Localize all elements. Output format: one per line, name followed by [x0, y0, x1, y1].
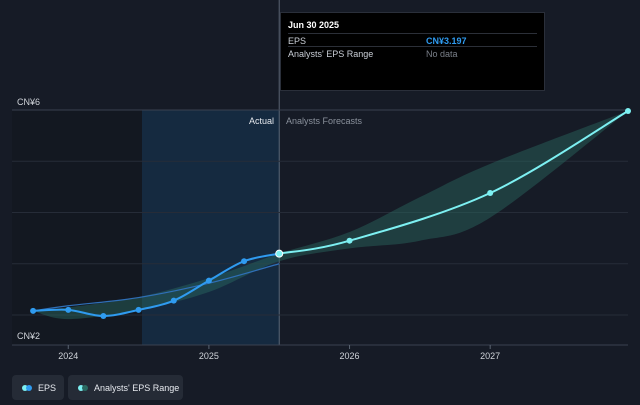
y-tick-label-bottom: CN¥2 [17, 331, 40, 341]
legend-eps-label: EPS [38, 382, 57, 393]
region-label-forecast: Analysts Forecasts [286, 116, 363, 126]
range-legend-icon [78, 384, 88, 391]
x-tick-label: 2024 [58, 351, 78, 361]
tooltip-panel: Jun 30 2025 EPS CN¥3.197 Analysts' EPS R… [280, 12, 545, 91]
eps-point [275, 249, 284, 258]
eps-point [30, 307, 37, 314]
legend-range-label: Analysts' EPS Range [94, 382, 180, 393]
actual-highlight [142, 110, 280, 345]
forecast-point [346, 237, 353, 244]
eps-point [205, 277, 212, 284]
tooltip-range-label: Analysts' EPS Range [288, 49, 374, 59]
tooltip-range-value: No data [426, 49, 458, 59]
x-tick-label: 2026 [340, 351, 360, 361]
forecast-point [625, 108, 631, 115]
data-points [30, 108, 631, 320]
x-axis-ticks: 2024 2025 2026 2027 [58, 345, 500, 361]
legend-eps-button[interactable]: EPS [12, 375, 64, 400]
tooltip-row-eps: EPS CN¥3.197 [288, 33, 537, 47]
forecast-line [279, 110, 629, 255]
y-tick-label-top: CN¥6 [17, 97, 40, 107]
eps-point [100, 313, 107, 320]
tooltip-row-range: Analysts' EPS Range No data [288, 46, 537, 60]
eps-legend-icon [22, 384, 32, 391]
tooltip-date: Jun 30 2025 [288, 20, 340, 30]
tooltip-eps-label: EPS [288, 36, 307, 46]
legend-range-button[interactable]: Analysts' EPS Range [68, 375, 183, 400]
eps-point [135, 306, 142, 313]
eps-underlay-line [33, 263, 280, 312]
eps-point [170, 297, 177, 304]
region-label-actual: Actual [249, 116, 274, 126]
forecast-point [487, 190, 494, 197]
x-tick-label: 2027 [480, 351, 500, 361]
eps-point [65, 306, 72, 313]
tooltip-eps-value: CN¥3.197 [426, 36, 467, 46]
x-tick-label: 2025 [199, 351, 219, 361]
eps-point [241, 258, 248, 265]
past-shade [12, 110, 142, 345]
